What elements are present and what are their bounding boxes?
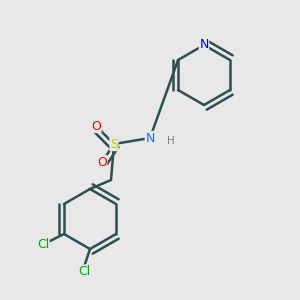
Text: Cl: Cl bbox=[78, 265, 90, 278]
Text: N: N bbox=[145, 131, 155, 145]
Text: Cl: Cl bbox=[37, 238, 49, 251]
Text: H: H bbox=[167, 136, 175, 146]
Text: O: O bbox=[91, 119, 101, 133]
Text: O: O bbox=[97, 155, 107, 169]
Text: S: S bbox=[110, 137, 118, 151]
Text: N: N bbox=[199, 38, 209, 52]
